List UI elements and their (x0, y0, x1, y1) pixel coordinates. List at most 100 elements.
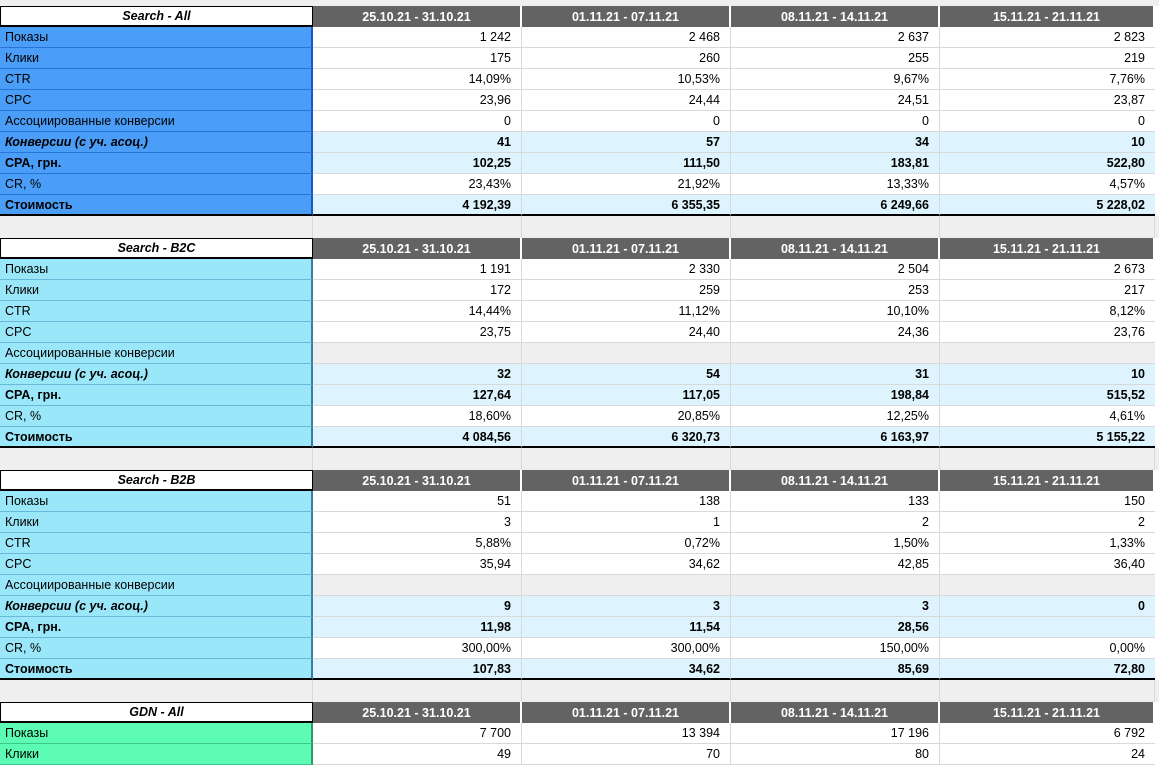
value-cell[interactable]: 1 (522, 512, 731, 533)
value-cell[interactable]: 4 084,56 (313, 427, 522, 448)
value-cell[interactable]: 2 (731, 512, 940, 533)
row-label[interactable]: Клики (0, 280, 313, 301)
column-header-date[interactable]: 15.11.21 - 21.11.21 (940, 238, 1155, 259)
value-cell[interactable] (313, 343, 522, 364)
value-cell[interactable] (940, 575, 1155, 596)
value-cell[interactable]: 34,62 (522, 554, 731, 575)
value-cell[interactable]: 23,76 (940, 322, 1155, 343)
value-cell[interactable]: 175 (313, 48, 522, 69)
value-cell[interactable]: 31 (731, 364, 940, 385)
value-cell[interactable]: 4,57% (940, 174, 1155, 195)
row-label[interactable]: CR, % (0, 638, 313, 659)
value-cell[interactable]: 54 (522, 364, 731, 385)
value-cell[interactable]: 6 355,35 (522, 195, 731, 216)
value-cell[interactable]: 18,60% (313, 406, 522, 427)
value-cell[interactable]: 0 (313, 111, 522, 132)
value-cell[interactable]: 28,56 (731, 617, 940, 638)
section-title[interactable]: GDN - All (0, 702, 313, 723)
value-cell[interactable]: 4 192,39 (313, 195, 522, 216)
value-cell[interactable]: 32 (313, 364, 522, 385)
value-cell[interactable] (731, 343, 940, 364)
value-cell[interactable]: 117,05 (522, 385, 731, 406)
row-label[interactable]: Показы (0, 491, 313, 512)
value-cell[interactable]: 24 (940, 744, 1155, 765)
value-cell[interactable]: 0 (522, 111, 731, 132)
value-cell[interactable]: 3 (731, 596, 940, 617)
value-cell[interactable]: 6 249,66 (731, 195, 940, 216)
value-cell[interactable]: 51 (313, 491, 522, 512)
value-cell[interactable]: 300,00% (313, 638, 522, 659)
value-cell[interactable]: 1 242 (313, 27, 522, 48)
row-label[interactable]: Ассоциированные конверсии (0, 575, 313, 596)
column-header-date[interactable]: 01.11.21 - 07.11.21 (522, 702, 731, 723)
value-cell[interactable]: 183,81 (731, 153, 940, 174)
value-cell[interactable]: 34 (731, 132, 940, 153)
value-cell[interactable]: 36,40 (940, 554, 1155, 575)
row-label[interactable]: Клики (0, 512, 313, 533)
value-cell[interactable]: 198,84 (731, 385, 940, 406)
column-header-date[interactable]: 01.11.21 - 07.11.21 (522, 470, 731, 491)
value-cell[interactable]: 23,75 (313, 322, 522, 343)
row-label[interactable]: CR, % (0, 406, 313, 427)
value-cell[interactable] (940, 343, 1155, 364)
value-cell[interactable]: 5 228,02 (940, 195, 1155, 216)
row-label[interactable]: Конверсии (с уч. асоц.) (0, 596, 313, 617)
value-cell[interactable]: 172 (313, 280, 522, 301)
value-cell[interactable]: 259 (522, 280, 731, 301)
value-cell[interactable]: 6 792 (940, 723, 1155, 744)
value-cell[interactable]: 41 (313, 132, 522, 153)
value-cell[interactable]: 10 (940, 132, 1155, 153)
value-cell[interactable]: 217 (940, 280, 1155, 301)
value-cell[interactable]: 9 (313, 596, 522, 617)
value-cell[interactable]: 522,80 (940, 153, 1155, 174)
value-cell[interactable]: 2 637 (731, 27, 940, 48)
row-label[interactable]: CPC (0, 554, 313, 575)
value-cell[interactable]: 138 (522, 491, 731, 512)
row-label[interactable]: CR, % (0, 174, 313, 195)
value-cell[interactable]: 70 (522, 744, 731, 765)
section-title[interactable]: Search - B2B (0, 470, 313, 491)
column-header-date[interactable]: 25.10.21 - 31.10.21 (313, 6, 522, 27)
value-cell[interactable]: 11,54 (522, 617, 731, 638)
value-cell[interactable]: 0,72% (522, 533, 731, 554)
value-cell[interactable]: 57 (522, 132, 731, 153)
row-label[interactable]: Клики (0, 48, 313, 69)
value-cell[interactable]: 85,69 (731, 659, 940, 680)
value-cell[interactable]: 35,94 (313, 554, 522, 575)
value-cell[interactable]: 12,25% (731, 406, 940, 427)
value-cell[interactable]: 4,61% (940, 406, 1155, 427)
row-label[interactable]: Стоимость (0, 195, 313, 216)
value-cell[interactable]: 127,64 (313, 385, 522, 406)
row-label[interactable]: CPA, грн. (0, 617, 313, 638)
row-label[interactable]: Стоимость (0, 659, 313, 680)
value-cell[interactable]: 150,00% (731, 638, 940, 659)
value-cell[interactable]: 20,85% (522, 406, 731, 427)
column-header-date[interactable]: 08.11.21 - 14.11.21 (731, 470, 940, 491)
column-header-date[interactable]: 08.11.21 - 14.11.21 (731, 6, 940, 27)
row-label[interactable]: Ассоциированные конверсии (0, 343, 313, 364)
value-cell[interactable]: 0 (731, 111, 940, 132)
column-header-date[interactable]: 08.11.21 - 14.11.21 (731, 702, 940, 723)
value-cell[interactable]: 24,36 (731, 322, 940, 343)
value-cell[interactable]: 10,10% (731, 301, 940, 322)
row-label[interactable]: CPC (0, 322, 313, 343)
column-header-date[interactable]: 15.11.21 - 21.11.21 (940, 470, 1155, 491)
value-cell[interactable]: 5,88% (313, 533, 522, 554)
value-cell[interactable]: 14,09% (313, 69, 522, 90)
value-cell[interactable]: 5 155,22 (940, 427, 1155, 448)
value-cell[interactable]: 49 (313, 744, 522, 765)
value-cell[interactable]: 219 (940, 48, 1155, 69)
value-cell[interactable]: 0 (940, 111, 1155, 132)
value-cell[interactable]: 7 700 (313, 723, 522, 744)
row-label[interactable]: CTR (0, 69, 313, 90)
row-label[interactable]: CPA, грн. (0, 153, 313, 174)
value-cell[interactable]: 8,12% (940, 301, 1155, 322)
value-cell[interactable]: 23,43% (313, 174, 522, 195)
row-label[interactable]: CTR (0, 301, 313, 322)
value-cell[interactable]: 24,40 (522, 322, 731, 343)
value-cell[interactable]: 300,00% (522, 638, 731, 659)
value-cell[interactable]: 10 (940, 364, 1155, 385)
value-cell[interactable]: 150 (940, 491, 1155, 512)
value-cell[interactable]: 111,50 (522, 153, 731, 174)
value-cell[interactable] (522, 343, 731, 364)
